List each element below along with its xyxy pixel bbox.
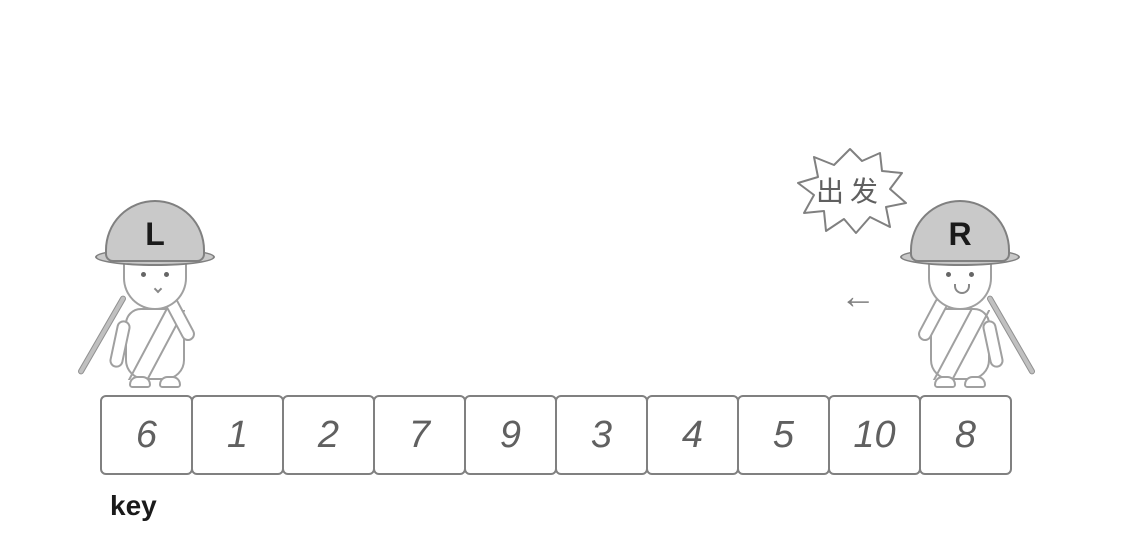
eye-icon — [969, 272, 974, 277]
helmet-icon: R — [910, 200, 1010, 262]
mouth-icon — [154, 285, 162, 293]
key-label: key — [110, 490, 157, 522]
eye-icon — [141, 272, 146, 277]
soldier-feet — [129, 376, 181, 390]
array-cell: 1 — [191, 395, 284, 475]
speech-text: 出发 — [816, 170, 884, 210]
array-cell: 4 — [646, 395, 739, 475]
eye-icon — [946, 272, 951, 277]
diagram-container: 出发 ← L R — [0, 0, 1145, 546]
speech-bubble: 出发 — [790, 145, 910, 235]
foot-icon — [934, 376, 956, 388]
soldier-feet — [934, 376, 986, 390]
array-cell: 9 — [464, 395, 557, 475]
array-cell: 8 — [919, 395, 1012, 475]
left-pointer-label: L — [107, 216, 203, 253]
mouth-icon — [954, 284, 970, 294]
array-cell: 7 — [373, 395, 466, 475]
array-cell: 10 — [828, 395, 921, 475]
right-pointer-label: R — [912, 216, 1008, 253]
array-cell: 3 — [555, 395, 648, 475]
array-cell: 6 — [100, 395, 193, 475]
soldier-left: L — [95, 200, 215, 395]
array-cell: 5 — [737, 395, 830, 475]
soldier-right: R — [900, 200, 1020, 395]
foot-icon — [129, 376, 151, 388]
array-cells: 6 1 2 7 9 3 4 5 10 8 — [100, 395, 1012, 475]
array-cell: 2 — [282, 395, 375, 475]
eye-icon — [164, 272, 169, 277]
foot-icon — [964, 376, 986, 388]
foot-icon — [159, 376, 181, 388]
helmet-icon: L — [105, 200, 205, 262]
arrow-left-icon: ← — [840, 275, 876, 317]
